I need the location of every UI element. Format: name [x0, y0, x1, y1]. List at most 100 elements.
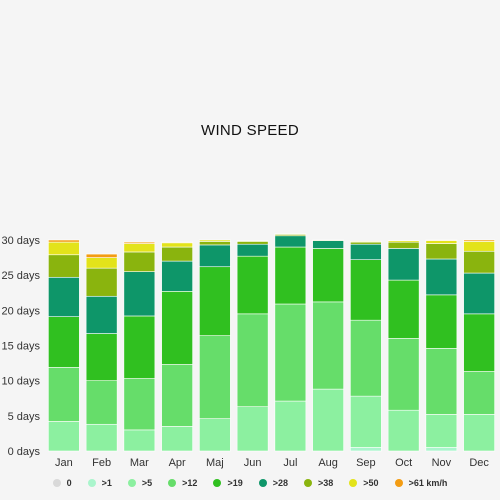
bar-segment[interactable]	[123, 271, 156, 317]
legend-label: >19	[227, 478, 243, 488]
bar-segment[interactable]	[350, 243, 382, 260]
bar-segment[interactable]	[312, 240, 344, 249]
bar-segment[interactable]	[387, 409, 420, 452]
bar-segment[interactable]	[425, 447, 458, 452]
bar-segment[interactable]	[425, 239, 458, 242]
y-tick-label: 30 days	[1, 235, 40, 247]
bar-segment[interactable]	[463, 241, 495, 252]
bar-segment[interactable]	[425, 258, 458, 296]
bar-segment[interactable]	[312, 301, 344, 390]
bar-segment[interactable]	[350, 447, 382, 452]
bar-segment[interactable]	[85, 253, 118, 258]
bar-segment[interactable]	[463, 272, 495, 315]
legend-swatch	[258, 479, 267, 487]
bar-segment[interactable]	[85, 333, 118, 381]
bar-segment[interactable]	[161, 246, 193, 262]
bar-segment[interactable]	[236, 406, 269, 452]
bar-segment[interactable]	[350, 259, 382, 321]
legend-label: >28	[272, 478, 289, 488]
bar-segment[interactable]	[425, 294, 458, 349]
bar-segment[interactable]	[48, 239, 80, 243]
bar-segment[interactable]	[199, 418, 231, 452]
bar-segment[interactable]	[463, 371, 495, 415]
bar-segment[interactable]	[425, 243, 458, 260]
bar-segment[interactable]	[274, 235, 307, 248]
bar-segment[interactable]	[123, 243, 156, 253]
bar-segment[interactable]	[236, 243, 269, 257]
bar-segment[interactable]	[85, 267, 118, 297]
bar-segment[interactable]	[274, 233, 307, 235]
bar-segment[interactable]	[48, 316, 80, 368]
bar-segment[interactable]	[425, 414, 458, 448]
bar-segment[interactable]	[48, 254, 80, 278]
bar-segment[interactable]	[463, 414, 495, 452]
bar-segment[interactable]	[236, 255, 269, 315]
legend-item[interactable]: >61 km/h	[394, 478, 447, 488]
bar-segment[interactable]	[161, 260, 193, 292]
x-tick-label: Jul	[283, 457, 297, 469]
bar-segment[interactable]	[161, 364, 193, 427]
bar-segment[interactable]	[236, 241, 269, 245]
y-tick-label: 20 days	[1, 305, 40, 317]
bar-segment[interactable]	[199, 241, 231, 246]
bar-segment[interactable]	[161, 242, 193, 248]
bar-segment[interactable]	[350, 241, 382, 243]
legend-label: >5	[141, 478, 153, 488]
bar-segment[interactable]	[48, 367, 80, 422]
legend-item[interactable]: >38	[304, 478, 333, 488]
bar-segment[interactable]	[123, 378, 156, 431]
legend-item[interactable]: >50	[349, 478, 379, 488]
bar-segment[interactable]	[123, 251, 156, 272]
legend-item[interactable]: >5	[127, 478, 153, 488]
bar-segment[interactable]	[123, 429, 156, 452]
bar-segment[interactable]	[85, 257, 118, 269]
bar-segment[interactable]	[312, 248, 344, 303]
legend-label: 0	[66, 478, 72, 488]
bar-segment[interactable]	[85, 423, 118, 452]
bar-segment[interactable]	[387, 241, 420, 249]
legend-item[interactable]: >19	[213, 478, 243, 488]
bar-segment[interactable]	[199, 239, 231, 242]
bar-segment[interactable]	[463, 313, 495, 372]
bar-segment[interactable]	[161, 241, 193, 244]
bar-segment[interactable]	[85, 295, 118, 334]
x-tick-label: Jan	[55, 457, 73, 469]
bar-segment[interactable]	[123, 241, 156, 244]
bar-segment[interactable]	[312, 239, 344, 242]
bar-segment[interactable]	[274, 400, 307, 452]
bar-segment[interactable]	[161, 426, 193, 452]
bar-segment[interactable]	[199, 244, 231, 268]
bar-segment[interactable]	[48, 421, 80, 452]
bar-segment[interactable]	[274, 303, 307, 402]
bar-segment[interactable]	[350, 395, 382, 448]
bar-segment[interactable]	[387, 279, 420, 339]
bar-segment[interactable]	[350, 319, 382, 397]
bar-segment[interactable]	[387, 338, 420, 411]
bar-segment[interactable]	[199, 335, 231, 419]
y-tick-label: 15 days	[1, 341, 40, 353]
legend-item[interactable]: 0	[52, 478, 72, 488]
bar-segment[interactable]	[425, 240, 458, 244]
bar-segment[interactable]	[463, 250, 495, 274]
bar-segment[interactable]	[274, 246, 307, 305]
bar-segment[interactable]	[85, 380, 118, 425]
legend-item[interactable]: >1	[87, 478, 112, 488]
x-tick-label: Oct	[395, 457, 412, 469]
bar-segment[interactable]	[425, 348, 458, 415]
bar-segment[interactable]	[199, 266, 231, 336]
bar-segment[interactable]	[48, 276, 80, 317]
bar-segment[interactable]	[350, 241, 382, 245]
legend-item[interactable]: >12	[168, 478, 197, 488]
legend-item[interactable]: >28	[258, 478, 289, 488]
bar-segment[interactable]	[48, 241, 80, 256]
bar-segment[interactable]	[387, 248, 420, 281]
legend-swatch	[87, 479, 96, 487]
bar-segment[interactable]	[463, 239, 495, 242]
bar-segment[interactable]	[387, 240, 420, 243]
bar-segment[interactable]	[161, 291, 193, 365]
bar-segment[interactable]	[312, 388, 344, 452]
bar-segment[interactable]	[123, 315, 156, 379]
bar-segment[interactable]	[236, 313, 269, 407]
bar-segment[interactable]	[236, 240, 269, 242]
